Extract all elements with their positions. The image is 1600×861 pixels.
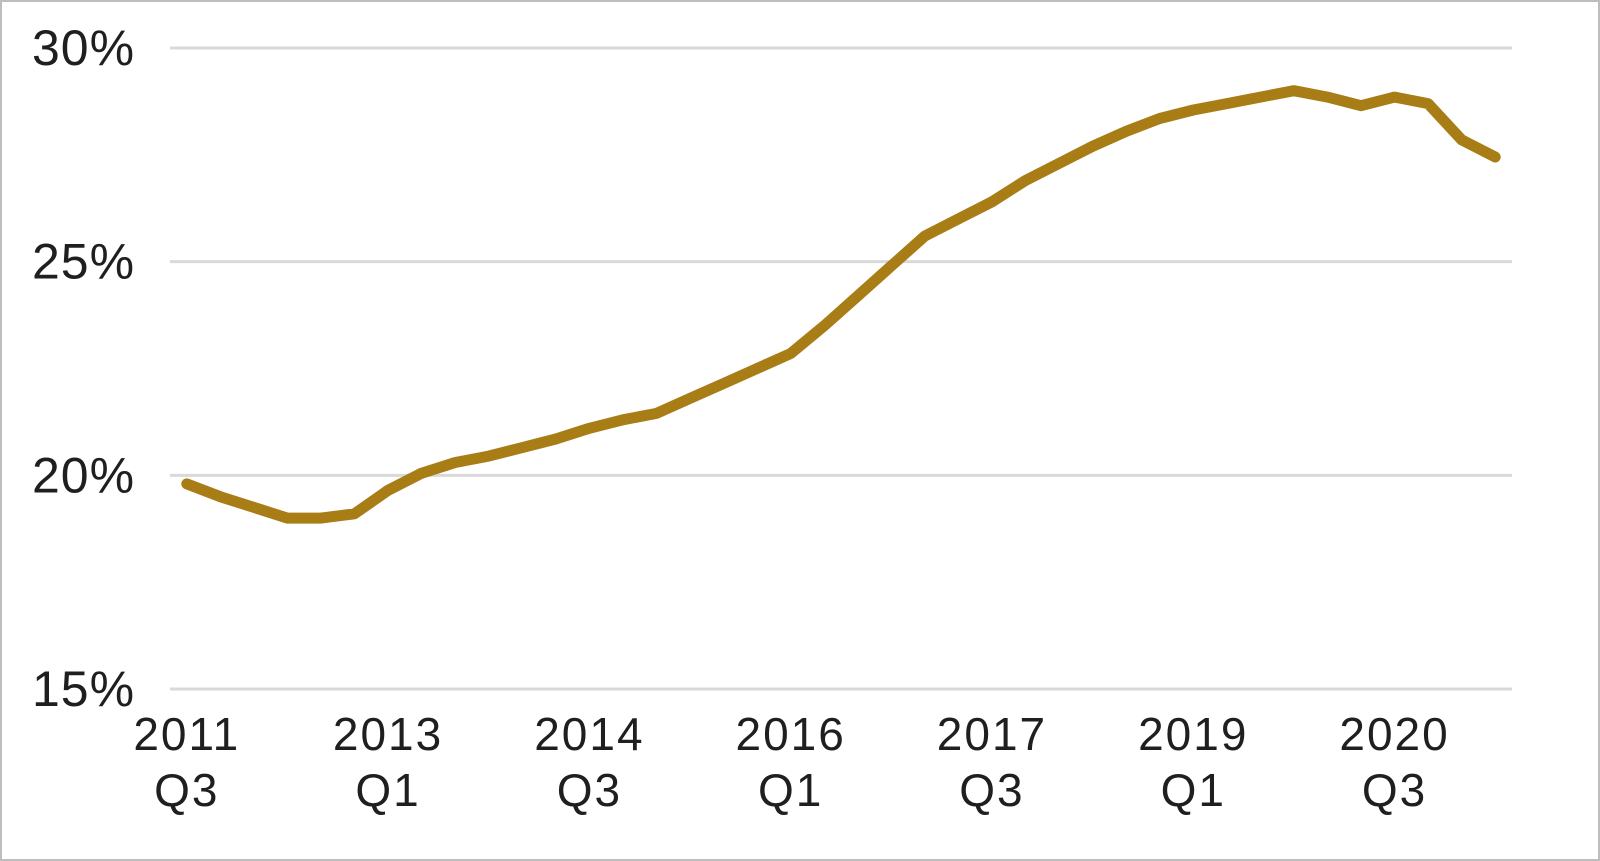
x-axis-tick-label-year: 2020 [1339, 708, 1449, 760]
x-axis-tick-label-quarter: Q3 [154, 764, 219, 816]
x-axis-tick-label-quarter: Q1 [355, 764, 420, 816]
y-axis-tick-label: 20% [32, 447, 135, 503]
y-axis-tick-label: 15% [32, 661, 135, 717]
x-axis-tick-label-year: 2014 [534, 708, 644, 760]
x-axis-tick-label-quarter: Q1 [1161, 764, 1226, 816]
y-axis-tick-label: 25% [32, 234, 135, 290]
x-axis-tick-label-year: 2013 [333, 708, 443, 760]
x-axis-tick-label-quarter: Q3 [557, 764, 622, 816]
x-axis-labels-group: 2011Q32013Q12014Q32016Q12017Q32019Q12020… [133, 708, 1449, 816]
x-axis-tick-label-year: 2011 [133, 708, 240, 760]
x-axis-tick-label-quarter: Q3 [959, 764, 1024, 816]
x-axis-tick-label-year: 2016 [736, 708, 846, 760]
gridlines-group [170, 46, 1512, 691]
x-axis-tick-label-quarter: Q1 [758, 764, 823, 816]
x-axis-tick-label-year: 2017 [937, 708, 1047, 760]
trend-line [181, 85, 1501, 524]
y-axis-labels-group: 30% 25% 20% 15% [32, 20, 135, 717]
data-series-group [181, 85, 1501, 524]
y-axis-tick-label: 30% [32, 20, 135, 76]
x-axis-tick-label-quarter: Q3 [1362, 764, 1427, 816]
x-axis-tick-label-year: 2019 [1138, 708, 1248, 760]
